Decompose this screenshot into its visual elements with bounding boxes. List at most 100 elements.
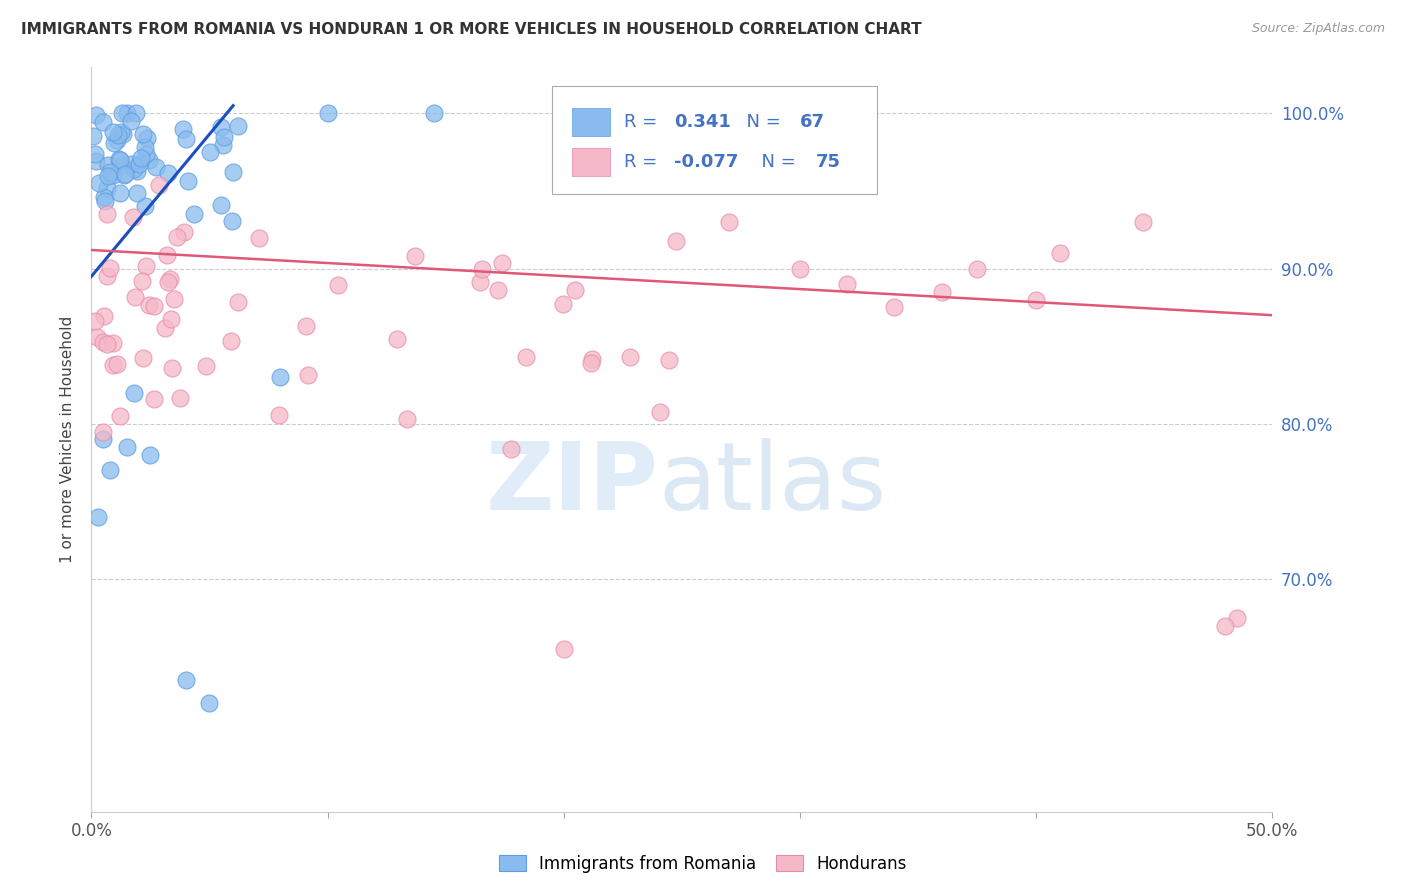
Point	[84, 146, 107, 161]
Point	[143, 299, 166, 313]
Point	[1226, 611, 1249, 625]
Point	[553, 296, 575, 310]
Point	[1049, 246, 1071, 260]
Point	[114, 167, 136, 181]
Point	[82, 129, 104, 144]
Point	[160, 311, 183, 326]
Point	[200, 145, 222, 160]
Point	[883, 301, 905, 315]
Point	[470, 275, 492, 289]
Point	[110, 125, 132, 139]
Point	[108, 152, 131, 166]
Text: Source: ZipAtlas.com: Source: ZipAtlas.com	[1251, 22, 1385, 36]
Point	[135, 146, 157, 161]
Point	[112, 127, 135, 141]
Point	[122, 162, 145, 177]
Point	[101, 335, 124, 350]
Point	[404, 249, 426, 263]
Point	[125, 106, 148, 120]
Point	[966, 261, 988, 276]
Point	[221, 214, 243, 228]
Point	[658, 353, 681, 368]
Point	[121, 157, 143, 171]
Point	[112, 169, 135, 183]
Point	[96, 269, 118, 284]
Point	[125, 186, 148, 200]
Point	[228, 120, 250, 134]
Point	[98, 463, 121, 477]
Point	[136, 130, 159, 145]
Point	[103, 169, 125, 183]
Point	[269, 408, 291, 422]
Point	[110, 158, 132, 172]
Point	[108, 153, 131, 167]
Point	[97, 158, 120, 172]
Point	[115, 106, 138, 120]
Point	[174, 131, 197, 145]
Point	[515, 350, 537, 364]
Point	[209, 198, 232, 212]
Point	[385, 333, 408, 347]
Point	[84, 153, 107, 168]
Point	[131, 274, 153, 288]
Point	[316, 106, 339, 120]
Text: ZIP: ZIP	[485, 438, 658, 530]
Point	[98, 165, 121, 179]
Y-axis label: 1 or more Vehicles in Household: 1 or more Vehicles in Household	[60, 316, 76, 563]
Point	[212, 130, 235, 145]
Point	[247, 231, 270, 245]
Point	[138, 153, 160, 168]
Point	[127, 164, 149, 178]
Point	[162, 361, 184, 376]
Point	[718, 215, 741, 229]
Point	[128, 156, 150, 170]
Point	[134, 140, 156, 154]
Point	[222, 165, 245, 179]
Point	[129, 151, 152, 165]
Point	[789, 261, 811, 276]
Point	[648, 404, 671, 418]
Point	[105, 133, 128, 147]
Point	[86, 330, 108, 344]
Text: R =: R =	[624, 113, 664, 131]
Point	[169, 391, 191, 405]
Point	[134, 199, 156, 213]
Point	[159, 272, 181, 286]
Point	[579, 356, 602, 370]
Point	[837, 277, 859, 292]
Point	[93, 309, 115, 323]
Point	[93, 190, 115, 204]
Point	[1132, 215, 1154, 229]
Point	[501, 442, 523, 456]
Point	[124, 290, 146, 304]
Point	[173, 225, 195, 239]
Text: N =: N =	[751, 153, 801, 171]
Point	[328, 278, 350, 293]
Point	[221, 334, 243, 348]
Point	[183, 207, 205, 221]
Point	[156, 275, 179, 289]
Point	[209, 120, 232, 135]
Point	[84, 108, 107, 122]
Point	[108, 409, 131, 423]
Point	[157, 166, 180, 180]
Point	[131, 351, 153, 365]
Point	[212, 138, 235, 153]
Point	[172, 122, 194, 136]
FancyBboxPatch shape	[572, 108, 610, 136]
Point	[145, 160, 167, 174]
Point	[138, 298, 160, 312]
Text: 0.341: 0.341	[673, 113, 731, 131]
Point	[553, 641, 575, 656]
Point	[198, 696, 221, 710]
Point	[89, 176, 111, 190]
Point	[1025, 293, 1047, 307]
Text: R =: R =	[624, 153, 664, 171]
Point	[105, 357, 128, 371]
Point	[91, 432, 114, 446]
Legend: Immigrants from Romania, Hondurans: Immigrants from Romania, Hondurans	[492, 848, 914, 880]
Point	[110, 186, 132, 201]
Point	[122, 385, 145, 400]
Point	[470, 261, 492, 276]
Point	[122, 210, 145, 224]
